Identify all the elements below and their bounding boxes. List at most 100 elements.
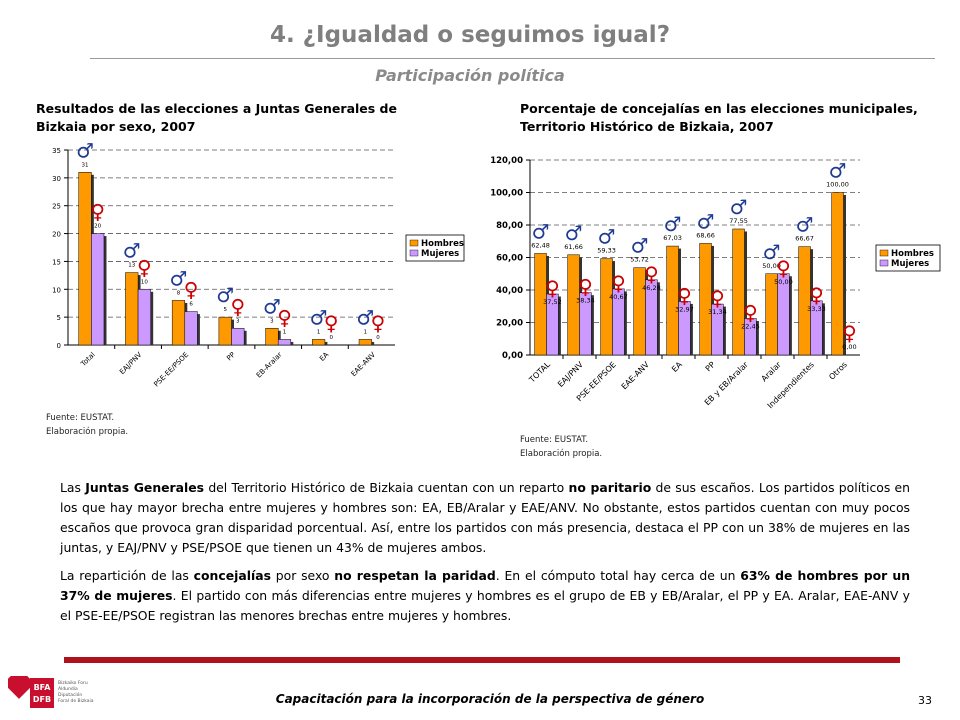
data-label: 0 — [376, 335, 380, 341]
y-tick-label: 60,00 — [496, 254, 523, 264]
bizkaia-logo: BFA DFB Bizkaiko Foru Aldundia Diputació… — [8, 676, 94, 708]
bar-mujeres — [231, 328, 245, 346]
text-run: La repartición de las — [60, 568, 194, 583]
y-tick-label: 20,00 — [496, 319, 523, 329]
data-label: 100,00 — [826, 181, 849, 189]
female-symbol-icon: ♀ — [776, 256, 791, 280]
data-label: 32,97 — [675, 305, 694, 313]
category-label: PP — [225, 351, 237, 363]
data-label: 8 — [177, 290, 181, 296]
category-label: EAJ/PNV — [118, 351, 144, 377]
category-label: TOTAL — [527, 360, 552, 385]
y-tick-label: 5 — [57, 314, 61, 322]
bar-hombres — [171, 300, 186, 346]
category-label: EAJ/PNV — [556, 360, 585, 389]
right-chart-title-line2: Territorio Histórico de Bizkaia, 2007 — [520, 119, 774, 134]
data-label: 22,45 — [741, 323, 760, 331]
legend-label-mujeres: Mujeres — [891, 259, 929, 269]
female-symbol-icon: ♀ — [743, 301, 758, 325]
text-run: del Territorio Histórico de Bizkaia cuen… — [204, 480, 569, 495]
data-label: 66,67 — [795, 235, 814, 243]
data-label: 38,34 — [576, 297, 595, 305]
bar-mujeres — [579, 292, 592, 356]
bar-mujeres — [277, 339, 292, 346]
data-label: 10 — [141, 279, 148, 285]
bar-hombres — [312, 339, 326, 346]
left-chart-title: Resultados de las elecciones a Juntas Ge… — [36, 100, 426, 136]
left-bar-chart: 0510152025303531♂20♀Total13♂10♀EAJ/PNV8♂… — [52, 140, 465, 389]
footer-caption: Capacitación para la incorporación de la… — [275, 692, 705, 706]
male-symbol-icon: ♂ — [356, 305, 374, 329]
female-symbol-icon: ♀ — [677, 283, 692, 307]
page-number: 33 — [918, 694, 932, 707]
bar-hombres — [125, 272, 139, 346]
female-symbol-icon: ♀ — [842, 321, 857, 345]
data-label: 20 — [94, 224, 101, 230]
data-label: 0,00 — [842, 343, 856, 351]
data-label: 46,28 — [642, 284, 661, 292]
paragraph-concejalias: La repartición de las concejalías por se… — [60, 566, 910, 626]
right-bar-chart: 0,00 20,00 40,00 60,00 80,00 100,00 120,00 62,4… — [490, 156, 941, 410]
legend-box — [405, 234, 465, 262]
bar-mujeres — [810, 300, 823, 356]
text-run: por sexo — [270, 568, 335, 583]
bar-mujeres — [678, 301, 691, 356]
emphasis-juntas: Juntas Generales — [85, 480, 205, 495]
female-symbol-icon: ♀ — [230, 294, 245, 318]
bar-mujeres — [91, 233, 105, 346]
title-divider — [90, 58, 935, 59]
logo-box — [30, 678, 54, 708]
right-source-line1: Fuente: EUSTAT. — [520, 435, 589, 445]
male-symbol-icon: ♂ — [123, 239, 141, 263]
data-label: 1 — [283, 329, 287, 335]
data-label: 1 — [317, 329, 321, 335]
emphasis-concejalias: concejalías — [193, 568, 271, 583]
data-label: 31 — [82, 162, 89, 168]
male-symbol-icon: ♂ — [170, 266, 188, 290]
category-label: Otros — [827, 360, 849, 382]
legend-label-hombres: Hombres — [421, 239, 464, 249]
paragraph-juntas: Las Juntas Generales del Territorio Hist… — [60, 478, 910, 558]
male-symbol-icon: ♂ — [829, 159, 847, 183]
bar-hombres — [666, 245, 679, 356]
bar-hombres — [567, 254, 580, 356]
bar-hombres — [218, 316, 232, 346]
logo-line1: Bizkaiko Foru — [58, 680, 88, 686]
category-label: Total — [79, 351, 97, 369]
data-label: 13 — [128, 263, 135, 269]
bar-hombres — [732, 228, 745, 356]
left-chart-title-line2: Bizkaia por sexo, 2007 — [36, 119, 196, 134]
logo-line4: Foral de Bizkaia — [58, 698, 94, 704]
legend-swatch-hombres — [409, 239, 419, 247]
data-label: 61,66 — [564, 243, 583, 251]
left-source-line1: Fuente: EUSTAT. — [46, 413, 115, 423]
text-run: Las — [60, 480, 86, 495]
bar-hombres — [265, 328, 279, 346]
y-tick-label: 35 — [52, 147, 61, 155]
y-tick-label: 10 — [52, 286, 61, 294]
category-label: EAE-ANV — [620, 360, 652, 392]
left-chart-source: Fuente: EUSTAT. Elaboración propia. — [46, 411, 128, 439]
female-symbol-icon: ♀ — [277, 305, 292, 329]
data-label: 40,67 — [609, 293, 628, 301]
bar-mujeres — [744, 318, 757, 356]
page-title: 4. ¿Igualdad o seguimos igual? — [269, 22, 671, 48]
legend-box — [875, 244, 941, 272]
y-tick-label: 100,00 — [490, 189, 523, 199]
male-symbol-icon: ♂ — [631, 234, 649, 258]
female-symbol-icon: ♀ — [611, 271, 626, 295]
male-symbol-icon: ♂ — [730, 195, 748, 219]
data-label: 50,00 — [774, 278, 793, 286]
female-symbol-icon: ♀ — [710, 286, 725, 310]
data-label: 0 — [329, 335, 333, 341]
male-symbol-icon: ♂ — [263, 294, 281, 318]
category-label: PP — [704, 360, 717, 373]
bar-mujeres — [184, 311, 198, 346]
text-run: . El partido con más diferencias entre m… — [60, 588, 910, 623]
logo-line2: Aldundia — [58, 686, 78, 692]
data-label: 3 — [270, 318, 274, 324]
category-label: EAE-ANV — [350, 351, 378, 379]
y-tick-label: 30 — [52, 175, 61, 183]
female-symbol-icon: ♀ — [371, 311, 386, 335]
female-symbol-icon: ♀ — [545, 276, 560, 300]
